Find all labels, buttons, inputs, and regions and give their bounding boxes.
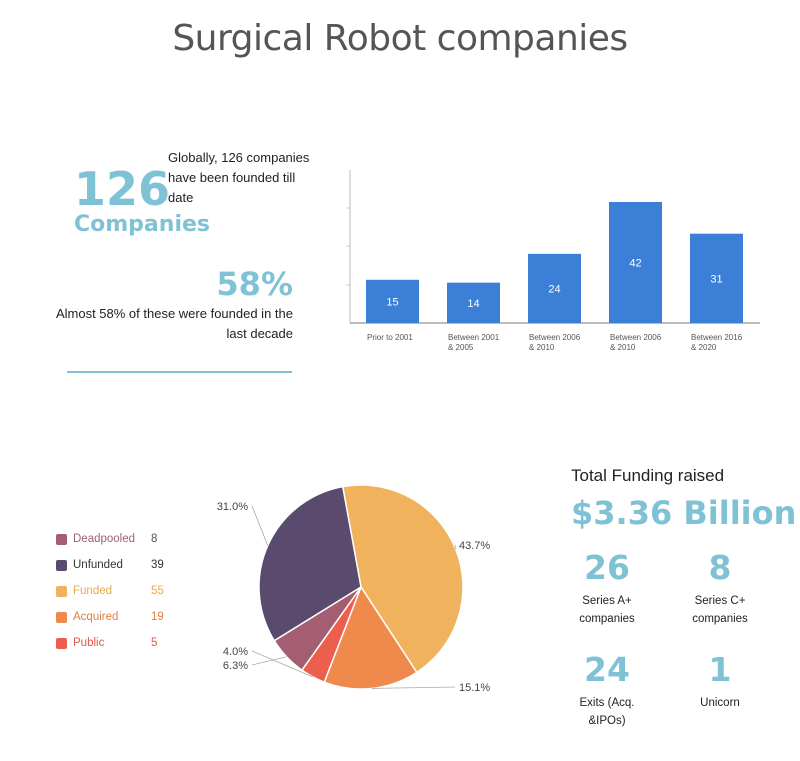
stat-number: 1 (708, 650, 732, 689)
pie-leader-line (371, 686, 456, 689)
stat-label: Unicorn (700, 697, 740, 709)
pie-percentage-label: 4.0% (223, 646, 248, 658)
legend-label: Unfunded (73, 559, 123, 571)
legend-item-funded: Funded 55 (56, 578, 164, 604)
stat-number: 8 (708, 548, 732, 587)
legend-value: 39 (151, 559, 164, 571)
legend-value: 19 (151, 611, 164, 623)
pie-percentage-label: 31.0% (217, 501, 248, 513)
bar-data-label: 24 (548, 283, 560, 295)
decade-percentage: 58% (216, 265, 293, 303)
bar-data-label: 42 (629, 258, 641, 270)
funding-title: Total Funding raised (571, 466, 725, 485)
x-tick-label: Between 2006 (529, 333, 581, 342)
pie-leader-line (251, 656, 287, 666)
x-tick-label: & 2010 (610, 343, 636, 352)
x-tick-label: & 2020 (691, 343, 717, 352)
x-tick-label: & 2010 (529, 343, 555, 352)
legend-label: Funded (73, 585, 113, 597)
stat-label: Series A+ companies (579, 595, 635, 625)
bar-data-label: 15 (386, 296, 398, 308)
pie-legend: Deadpooled 8 Unfunded 39 Funded 55 Acqui… (56, 526, 164, 656)
x-tick-label: Between 2016 (691, 333, 743, 342)
pie-slice (323, 585, 418, 690)
divider (67, 371, 292, 373)
legend-item-acquired: Acquired 19 (56, 604, 164, 630)
legend-value: 55 (151, 585, 164, 597)
page-title: Surgical Robot companies (172, 18, 628, 59)
stat-number: 24 (584, 650, 630, 689)
legend-label: Deadpooled (73, 533, 136, 545)
company-count: 126 (74, 162, 171, 216)
bar (528, 253, 581, 323)
legend-item-public: Public 5 (56, 630, 164, 656)
pie-slice (341, 484, 464, 674)
stat-label: Series C+ companies (692, 595, 748, 625)
pie-leader-line (251, 650, 313, 678)
bar (609, 202, 662, 323)
legend-label: Public (73, 637, 105, 649)
bar (447, 282, 500, 323)
x-tick-label: Prior to 2001 (367, 333, 413, 342)
pie-leader-line (251, 505, 269, 546)
company-count-description: Globally, 126 companies have been founde… (168, 150, 310, 205)
stat-series-c: 8 Series C+ companies (665, 548, 775, 628)
status-pie-chart: 43.7% 15.1% 4.0% 6.3% 31.0% (217, 484, 490, 694)
founding-bar-chart: 15 Prior to 2001 14 Between 2001& 2005 24 Bet… (346, 170, 760, 352)
stat-unicorn: 1 Unicorn (665, 650, 775, 712)
legend-swatch (56, 611, 67, 623)
legend-value: 5 (151, 637, 158, 649)
x-tick-label: & 2005 (448, 343, 474, 352)
bar-data-label: 14 (467, 298, 479, 310)
funding-value: $3.36 Billion (571, 494, 797, 532)
legend-swatch (56, 637, 67, 649)
legend-swatch (56, 533, 67, 545)
pie-percentage-label: 43.7% (459, 540, 490, 552)
legend-item-deadpooled: Deadpooled 8 (56, 526, 164, 552)
x-tick-label: Between 2006 (610, 333, 662, 342)
pie-leader-line (454, 544, 457, 550)
stat-exits: 24 Exits (Acq. &IPOs) (552, 650, 662, 730)
legend-item-unfunded: Unfunded 39 (56, 552, 164, 578)
pie-percentage-label: 15.1% (459, 682, 490, 694)
bar-data-label: 31 (710, 273, 722, 285)
stat-series-a: 26 Series A+ companies (552, 548, 662, 628)
stat-label: Exits (Acq. &IPOs) (579, 697, 635, 727)
x-tick-label: Between 2001 (448, 333, 500, 342)
legend-label: Acquired (73, 611, 119, 623)
decade-percentage-description: Almost 58% of these were founded in the … (55, 306, 293, 341)
legend-swatch (56, 559, 67, 571)
stat-number: 26 (584, 548, 630, 587)
pie-percentage-label: 6.3% (223, 660, 248, 672)
legend-swatch (56, 585, 67, 597)
legend-value: 8 (151, 533, 158, 545)
bar (690, 233, 743, 323)
bar (366, 279, 419, 323)
company-count-label: Companies (74, 212, 210, 237)
